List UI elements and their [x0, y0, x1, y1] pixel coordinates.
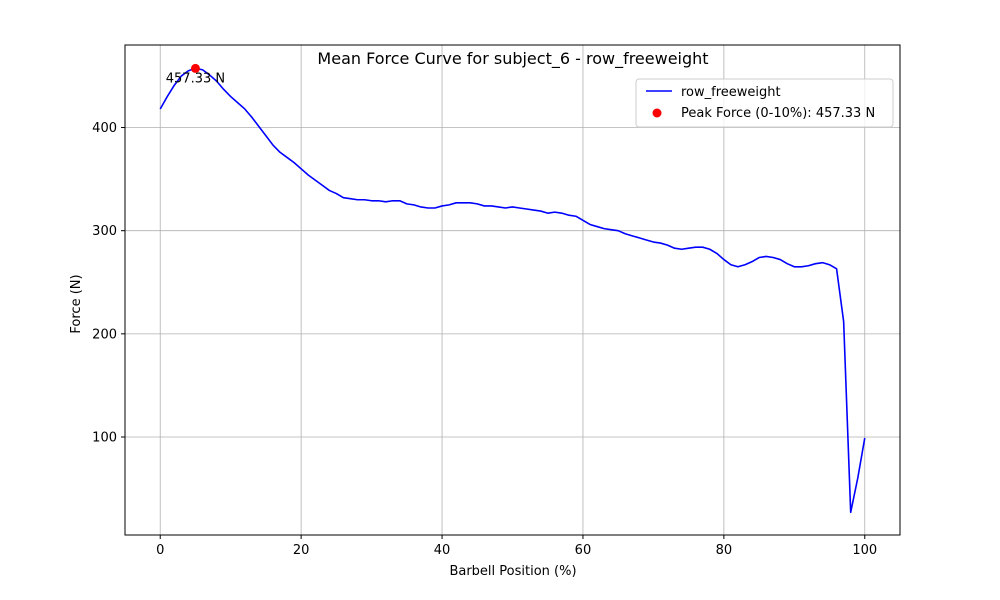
chart-title: Mean Force Curve for subject_6 - row_fre…: [317, 49, 708, 69]
peak-force-annotation: 457.33 N: [166, 71, 225, 86]
grid-lines: [125, 45, 900, 535]
series-layer: 457.33 N: [159, 63, 866, 514]
y-tick-label: 400: [92, 121, 117, 136]
legend-entry-series: row_freeweight: [681, 85, 781, 100]
y-tick-label: 300: [92, 224, 117, 239]
legend-entry-peak: Peak Force (0-10%): 457.33 N: [681, 106, 875, 121]
y-tick-label: 100: [92, 431, 117, 446]
x-tick-label: 0: [156, 543, 164, 558]
x-tick-label: 40: [434, 543, 451, 558]
peak-force-marker: [190, 63, 200, 73]
legend-marker-swatch: [652, 108, 662, 118]
x-axis-label: Barbell Position (%): [449, 564, 576, 579]
series-line-row_freeweight: [159, 67, 866, 514]
x-tick-label: 60: [575, 543, 592, 558]
legend: row_freeweight Peak Force (0-10%): 457.3…: [635, 78, 894, 128]
x-tick-label: 80: [716, 543, 733, 558]
y-axis-label: Force (N): [69, 274, 84, 333]
x-tick-label: 100: [852, 543, 877, 558]
y-tick-label: 200: [92, 327, 117, 342]
x-tick-label: 20: [293, 543, 310, 558]
axis-ticks: 0 20 40 60 80 100 100 200 300 400: [92, 121, 877, 558]
plot-frame: [124, 44, 901, 536]
legend-box: [635, 78, 894, 128]
